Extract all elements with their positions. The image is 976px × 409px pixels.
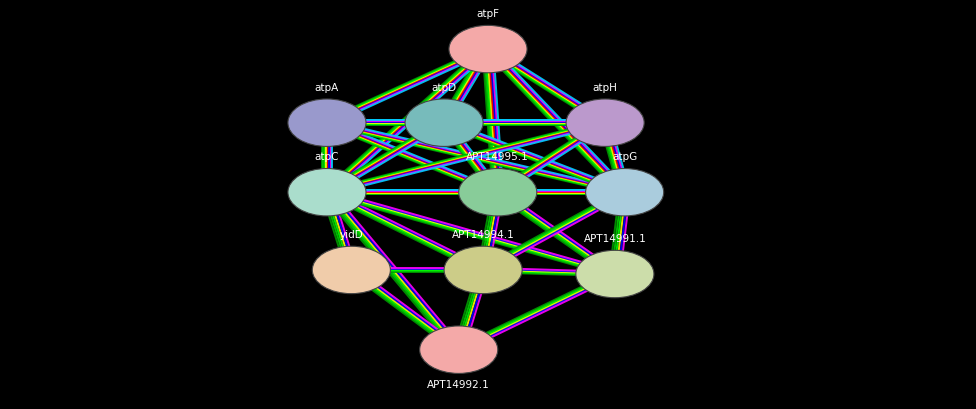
- Text: atpF: atpF: [476, 9, 500, 19]
- Text: yidD: yidD: [340, 230, 363, 240]
- Ellipse shape: [288, 99, 366, 146]
- Text: atpA: atpA: [315, 83, 339, 93]
- Text: atpG: atpG: [612, 153, 637, 162]
- Text: atpD: atpD: [431, 83, 457, 93]
- Text: APT14992.1: APT14992.1: [427, 380, 490, 389]
- Ellipse shape: [459, 169, 537, 216]
- Ellipse shape: [576, 250, 654, 298]
- Ellipse shape: [566, 99, 644, 146]
- Ellipse shape: [405, 99, 483, 146]
- Ellipse shape: [312, 246, 390, 294]
- Ellipse shape: [586, 169, 664, 216]
- Ellipse shape: [288, 169, 366, 216]
- Text: APT14995.1: APT14995.1: [467, 153, 529, 162]
- Text: atpH: atpH: [592, 83, 618, 93]
- Text: APT14994.1: APT14994.1: [452, 230, 514, 240]
- Text: APT14991.1: APT14991.1: [584, 234, 646, 244]
- Ellipse shape: [420, 326, 498, 373]
- Ellipse shape: [449, 25, 527, 73]
- Text: atpC: atpC: [314, 153, 340, 162]
- Ellipse shape: [444, 246, 522, 294]
